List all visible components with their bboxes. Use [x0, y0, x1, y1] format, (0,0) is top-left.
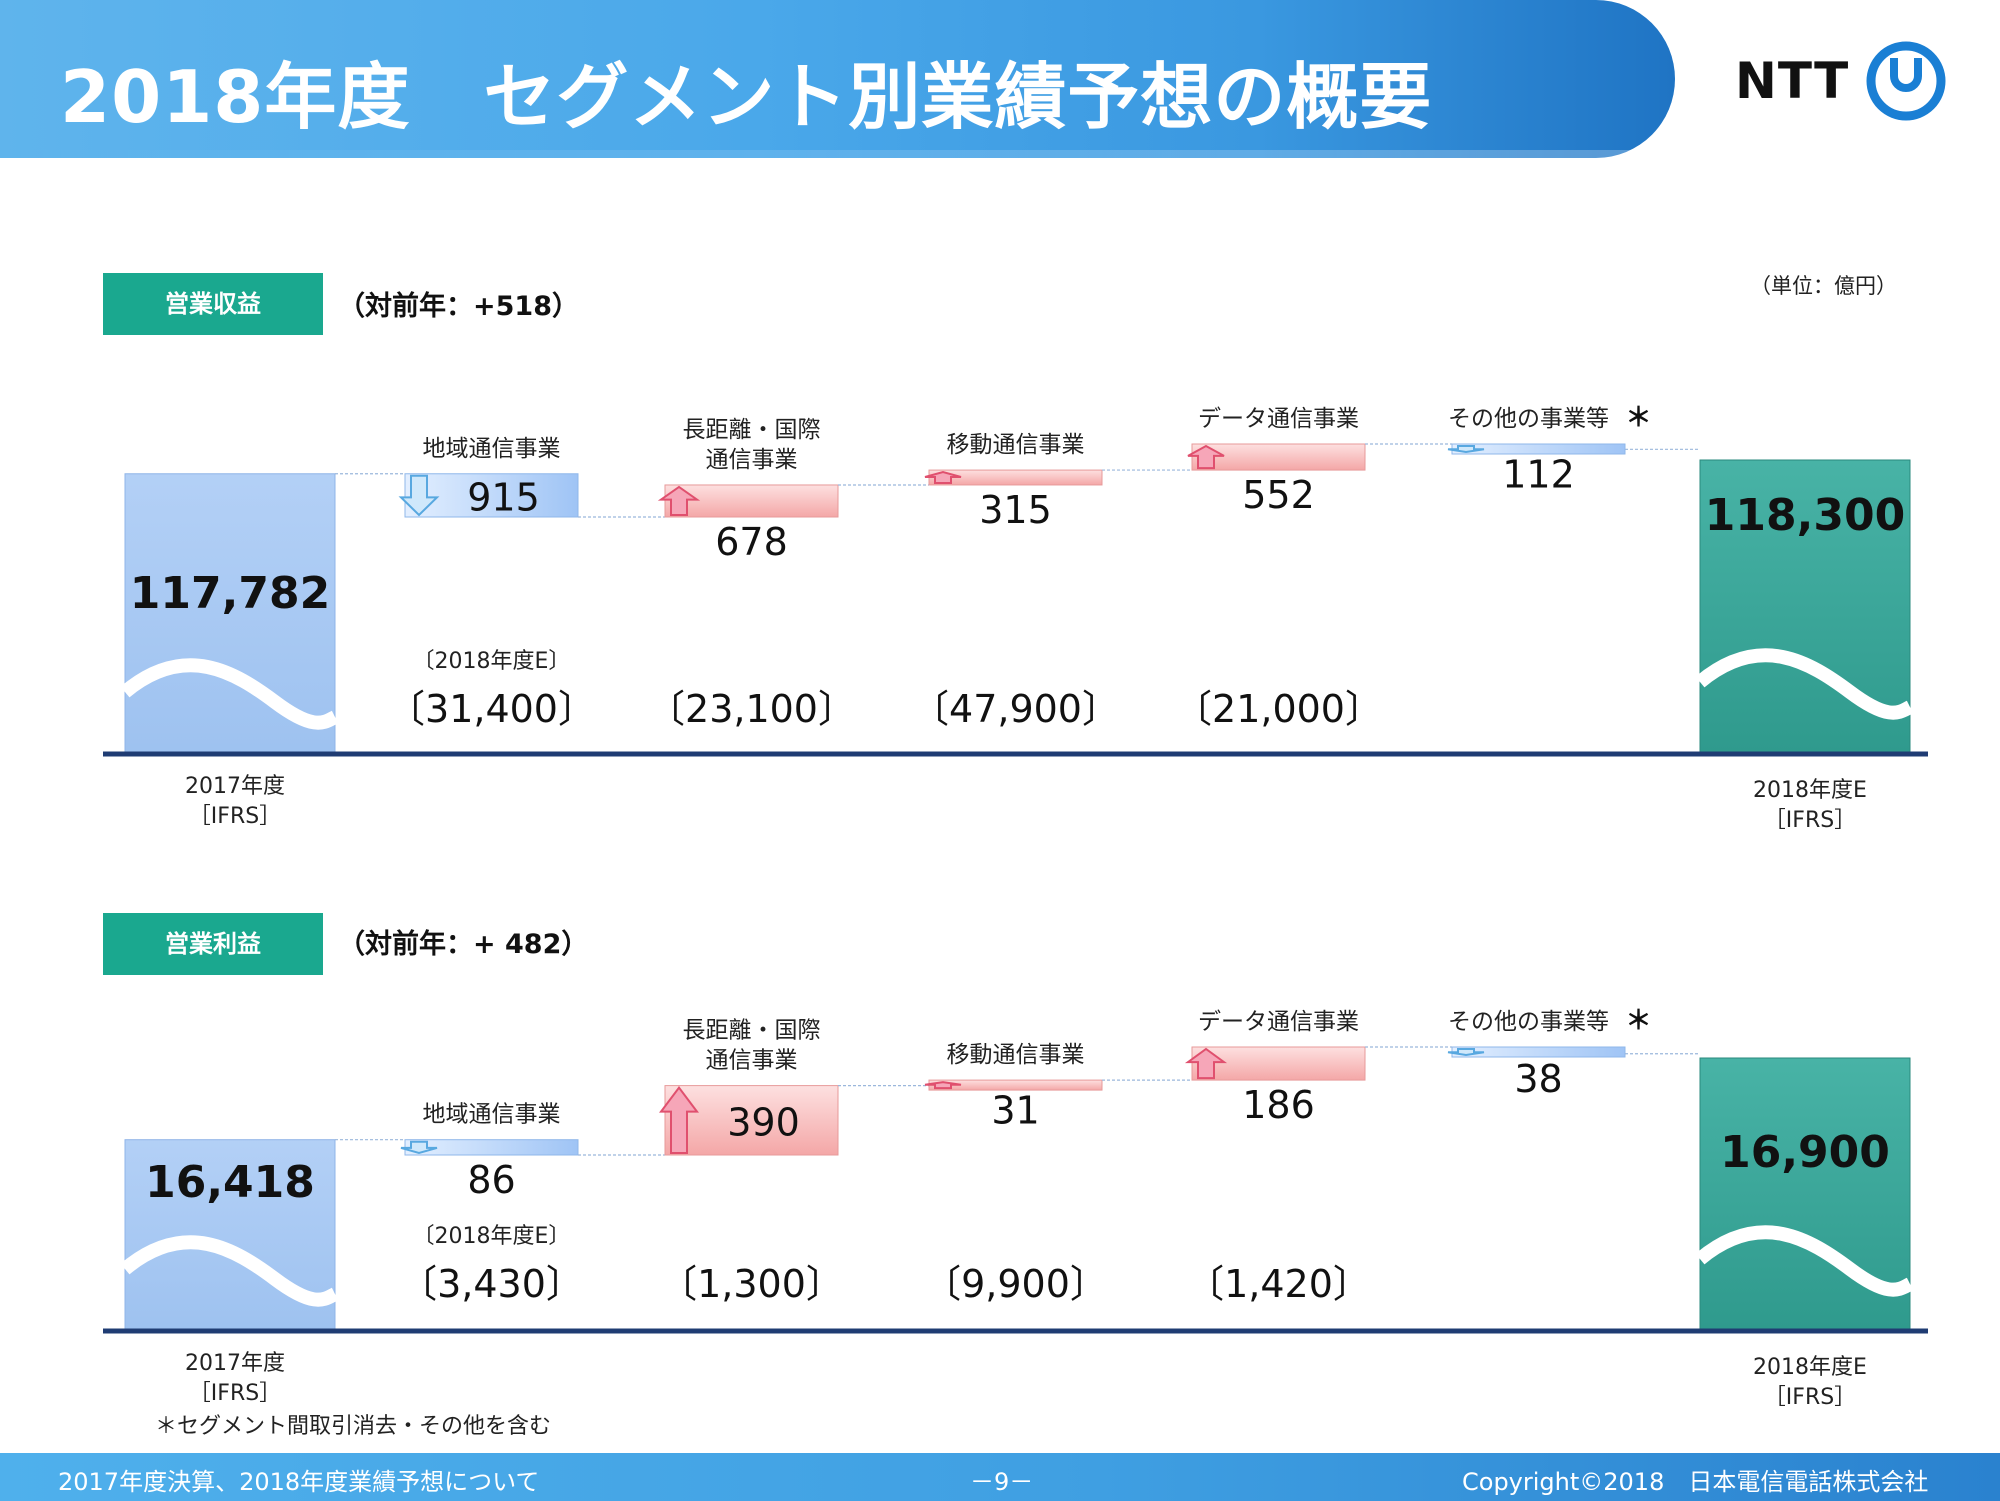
forecast-value: 〔1,300〕	[659, 1262, 844, 1306]
end-value-label: 16,900	[1720, 1127, 1890, 1178]
logo-text: NTT	[1735, 52, 1850, 110]
section-label-revenue: 営業収益	[103, 273, 323, 335]
step-value-label: 915	[467, 475, 540, 519]
increase-bar	[1191, 443, 1366, 471]
step-value-label: 38	[1514, 1057, 1562, 1101]
start-caption: 2017年度	[185, 1351, 285, 1376]
start-bar-wave	[120, 1235, 339, 1307]
segment-name: 地域通信事業	[423, 436, 561, 462]
decrease-bar	[404, 473, 579, 518]
end-caption: 2018年度E	[1753, 778, 1867, 803]
step-value-label: 86	[467, 1158, 515, 1202]
step-value-label: 678	[715, 520, 788, 564]
segment-name: データ通信事業	[1198, 1009, 1359, 1035]
segment-name: その他の事業等	[1448, 1009, 1609, 1035]
decrease-arrow-icon	[398, 474, 440, 517]
increase-arrow-icon	[1184, 1047, 1228, 1080]
forecast-value: 〔21,000〕	[1174, 687, 1383, 731]
step-value-label: 552	[1242, 473, 1315, 517]
copyright-text: Copyright©2018 日本電信電話株式会社	[1462, 1468, 1929, 1496]
section-label-profit: 営業利益	[103, 913, 323, 975]
increase-arrow-icon	[657, 485, 701, 516]
unit-note: （単位：億円）	[1750, 274, 1897, 298]
decrease-arrow-icon	[1447, 1048, 1485, 1057]
decrease-arrow-icon	[400, 1140, 438, 1155]
delta-text-profit: （対前年：+ 482）	[338, 929, 589, 960]
header-shade	[0, 150, 1640, 158]
segment-name: データ通信事業	[1198, 406, 1359, 432]
start-bar-wave	[120, 658, 339, 730]
end-bar-wave	[1695, 1225, 1914, 1297]
segment-name: 通信事業	[706, 447, 798, 473]
increase-bar	[664, 1085, 839, 1156]
end-caption: 2018年度E	[1753, 1355, 1867, 1380]
ntt-logo: NTT	[1735, 36, 1946, 126]
increase-arrow-icon	[1187, 444, 1225, 470]
increase-arrow-icon	[924, 1081, 962, 1090]
asterisk-mark: ＊	[1625, 1006, 1651, 1036]
end-caption: ［IFRS］	[1764, 1385, 1856, 1410]
end-caption: ［IFRS］	[1764, 808, 1856, 833]
segment-name: その他の事業等	[1448, 406, 1609, 432]
start-caption: 2017年度	[185, 774, 285, 799]
decrease-arrow-icon	[1447, 445, 1485, 454]
forecast-value: 〔1,420〕	[1186, 1262, 1371, 1306]
forecast-value: 〔31,400〕	[387, 687, 596, 731]
step-value-label: 315	[979, 488, 1052, 532]
step-value-label: 112	[1502, 452, 1575, 496]
header-band	[0, 0, 1675, 158]
forecast-value: 〔23,100〕	[647, 687, 856, 731]
page-title: 2018年度 セグメント別業績予想の概要	[60, 55, 1433, 139]
increase-bar	[664, 484, 839, 518]
footer: 2017年度決算、2018年度業績予想について －9－ Copyright©20…	[0, 1453, 2000, 1501]
segment-name: 移動通信事業	[947, 1042, 1085, 1068]
start-caption: ［IFRS］	[189, 1381, 281, 1406]
segment-name: 地域通信事業	[423, 1102, 561, 1128]
step-value-label: 31	[991, 1089, 1039, 1133]
increase-bar	[1191, 1046, 1366, 1081]
ntt-logo-mark-icon	[1866, 41, 1946, 121]
forecast-value: 〔47,900〕	[911, 687, 1120, 731]
step-value-label: 390	[727, 1100, 800, 1144]
footer-left-text: 2017年度決算、2018年度業績予想について	[58, 1468, 540, 1496]
forecast-value: 〔3,430〕	[399, 1262, 584, 1306]
forecast-caption: 〔2018年度E〕	[413, 1224, 571, 1249]
end-bar-wave	[1695, 648, 1914, 720]
increase-arrow-icon	[659, 1085, 699, 1154]
segment-name: 長距離・国際	[683, 1018, 821, 1044]
segment-name: 通信事業	[706, 1048, 798, 1074]
segment-name: 長距離・国際	[683, 417, 821, 443]
footnote: ＊セグメント間取引消去・その他を含む	[155, 1414, 551, 1439]
forecast-caption: 〔2018年度E〕	[413, 649, 571, 674]
end-value-label: 118,300	[1705, 490, 1905, 541]
start-caption: ［IFRS］	[189, 804, 281, 829]
increase-arrow-icon	[924, 471, 962, 484]
page-number: －9－	[970, 1468, 1034, 1496]
start-bar	[124, 473, 336, 753]
delta-text-revenue: （対前年：+518）	[338, 291, 579, 322]
step-value-label: 186	[1242, 1083, 1315, 1127]
forecast-value: 〔9,900〕	[923, 1262, 1108, 1306]
segment-name: 移動通信事業	[947, 432, 1085, 458]
start-value-label: 117,782	[130, 568, 330, 619]
start-value-label: 16,418	[145, 1157, 315, 1208]
asterisk-mark: ＊	[1625, 403, 1651, 433]
